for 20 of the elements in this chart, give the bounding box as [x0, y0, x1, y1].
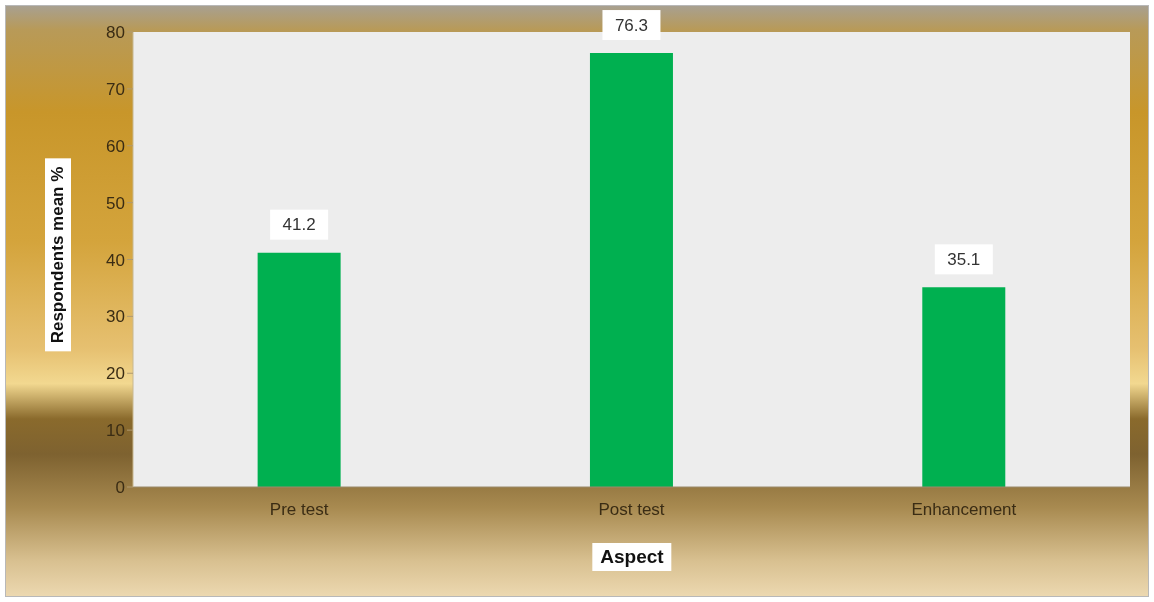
data-label: 41.2: [282, 215, 316, 235]
y-tick-label: 10: [106, 421, 125, 441]
y-axis-title: Respondents mean %: [45, 158, 71, 352]
bar: [257, 252, 341, 487]
x-axis-title: Aspect: [592, 543, 672, 571]
x-tick-label: Post test: [598, 500, 665, 520]
y-tick-label: 80: [106, 23, 125, 43]
bar: [922, 287, 1006, 487]
y-tick-label: 70: [106, 79, 125, 99]
bar: [589, 53, 673, 487]
y-tick-label: 20: [106, 364, 125, 384]
y-tick-label: 0: [115, 478, 125, 498]
y-tick-label: 40: [106, 250, 125, 270]
y-tick-label: 50: [106, 193, 125, 213]
data-label: 76.3: [614, 15, 649, 35]
y-tick-label: 60: [106, 136, 125, 156]
data-label: 35.1: [947, 249, 981, 269]
y-tick-label: 30: [106, 307, 125, 327]
x-tick-label: Enhancement: [911, 500, 1017, 520]
x-tick-label: Pre test: [269, 500, 329, 520]
